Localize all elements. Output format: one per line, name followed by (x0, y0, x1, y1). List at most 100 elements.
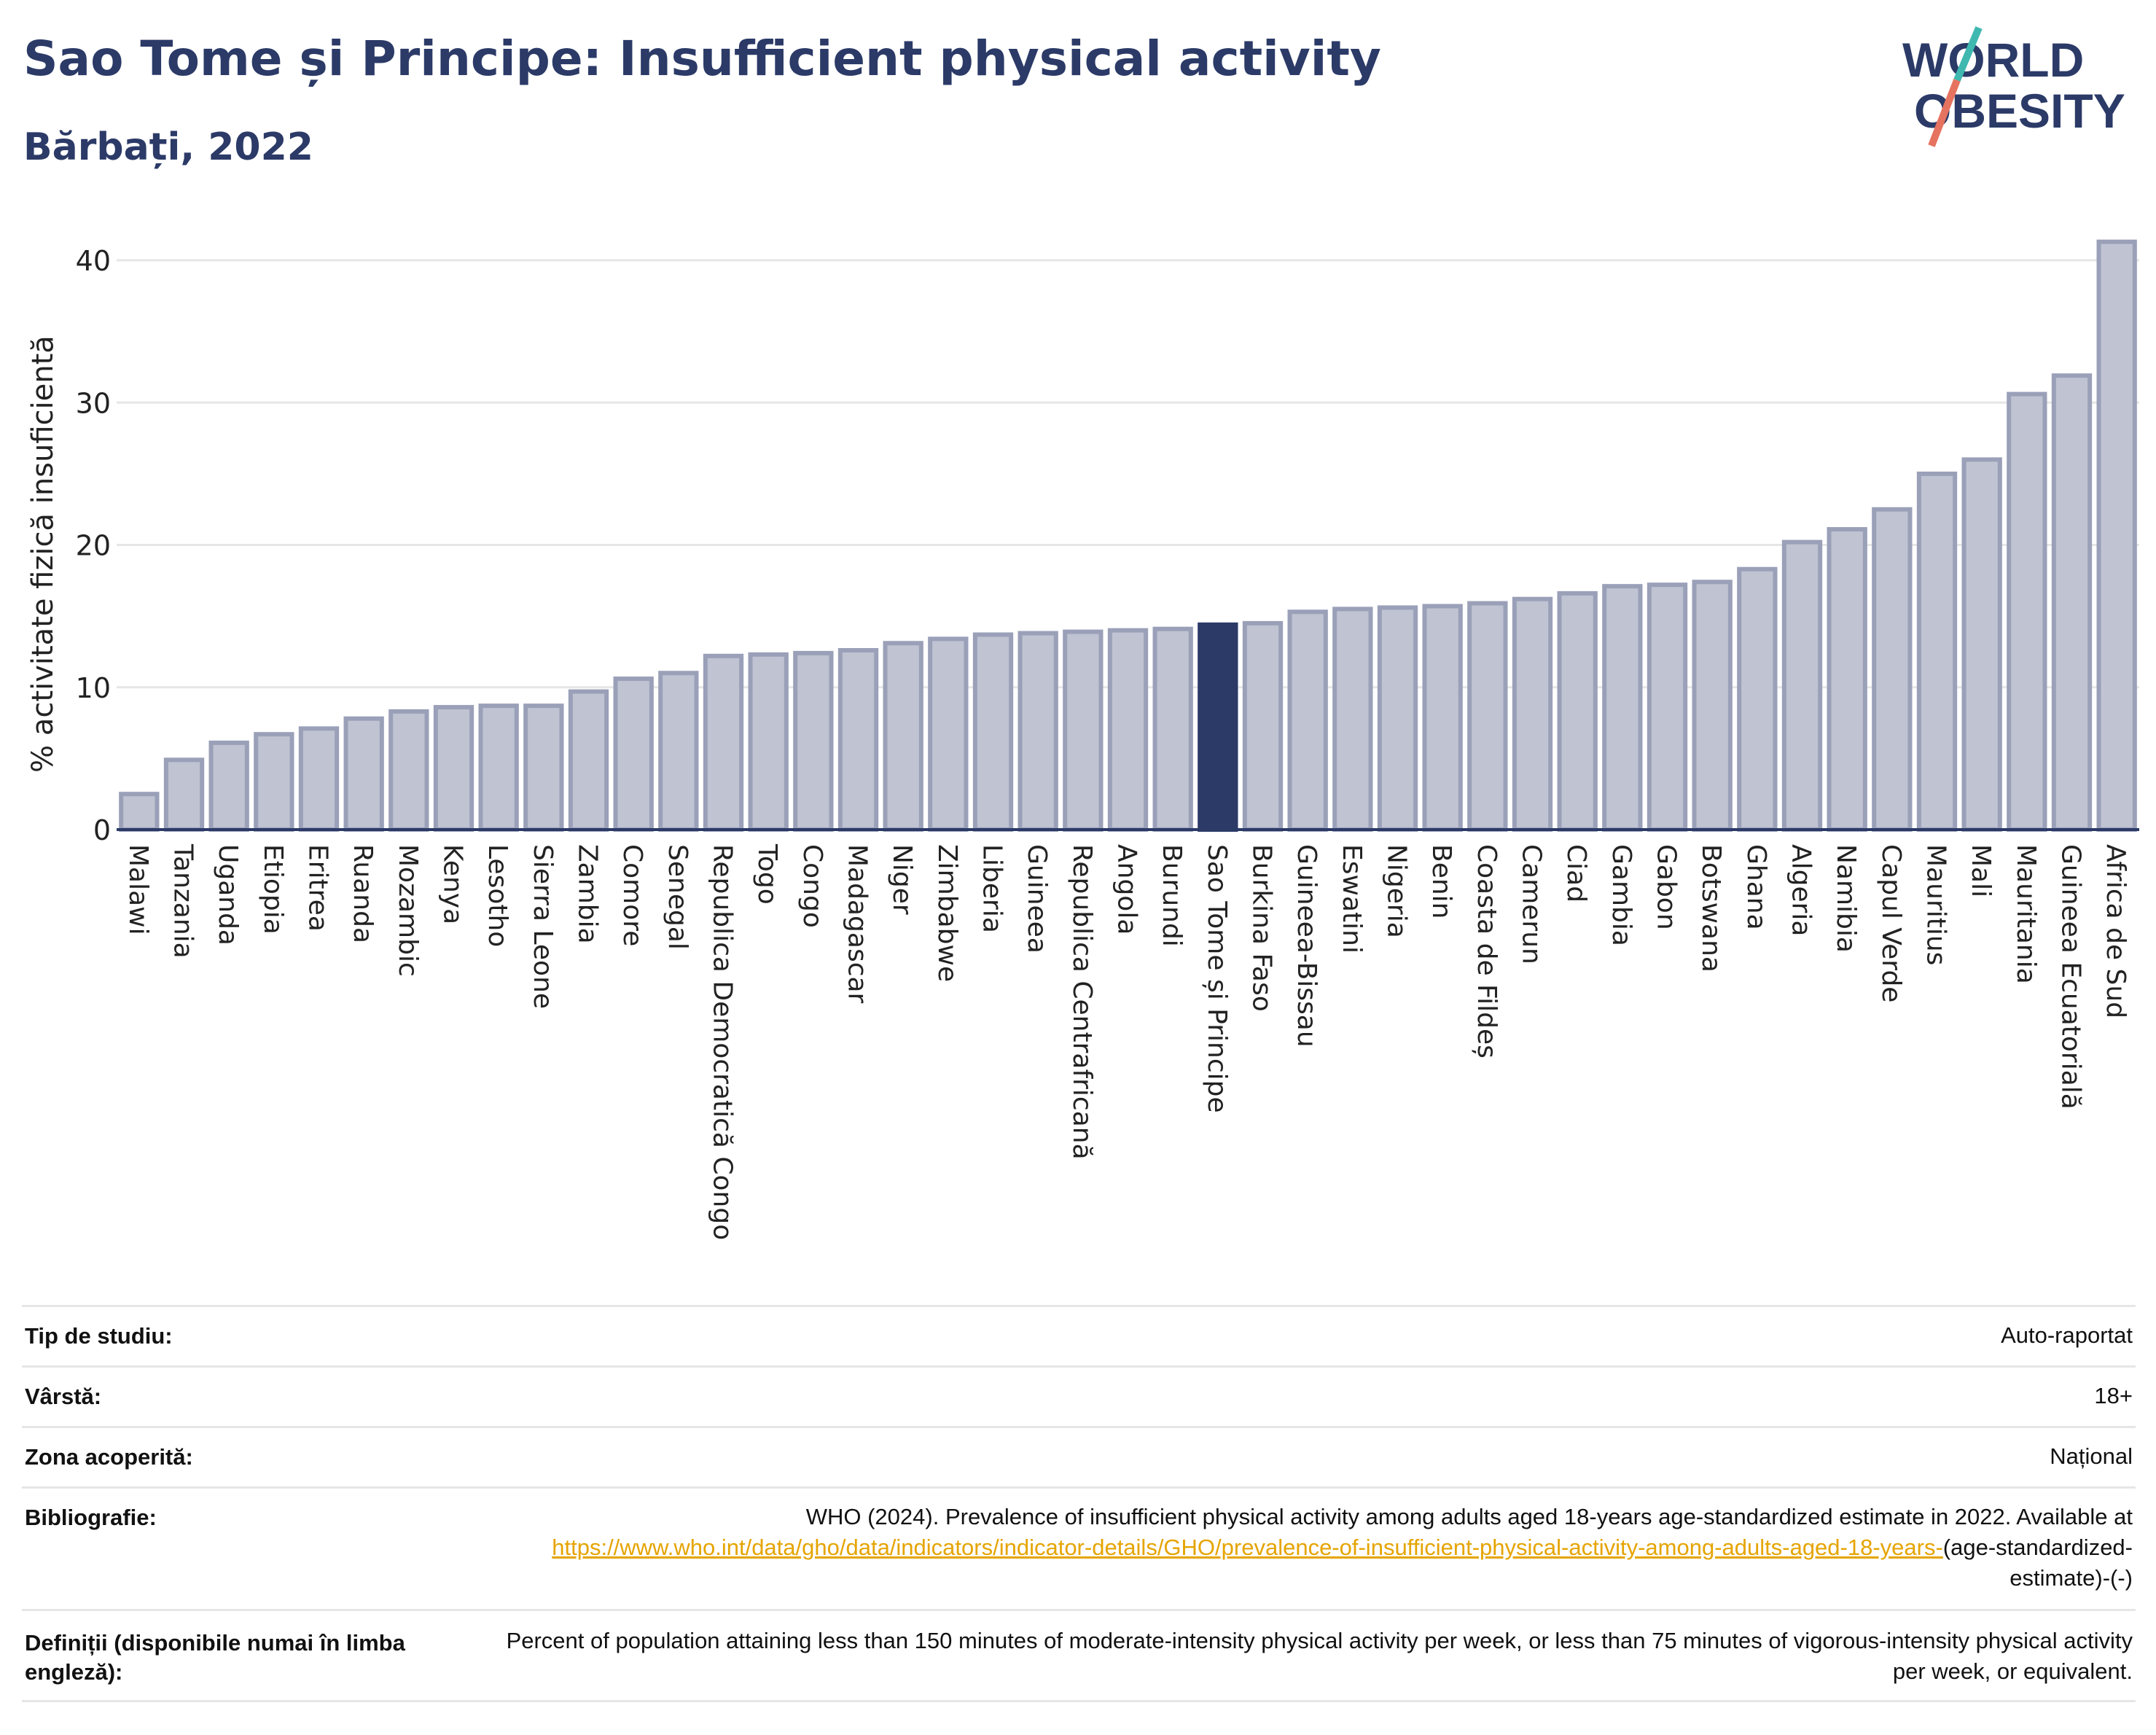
x-tick-label: Comore (617, 844, 647, 946)
bar[interactable] (298, 726, 340, 833)
bar[interactable] (208, 740, 249, 833)
x-tick-label: Zimbabwe (932, 844, 962, 982)
bar[interactable] (613, 677, 654, 832)
bar[interactable] (254, 732, 294, 833)
bar[interactable] (703, 653, 744, 832)
x-tick-label: Republica Democratică Congo (708, 844, 738, 1240)
x-tick-label: Eritrea (303, 844, 333, 932)
bar[interactable] (1737, 566, 1778, 832)
bar[interactable] (1018, 631, 1058, 832)
x-tick-label: Benin (1426, 844, 1456, 919)
bar[interactable] (883, 641, 923, 832)
x-tick-label: Guineea Ecuatorială (2056, 844, 2086, 1110)
x-tick-label: Mauritius (1921, 844, 1951, 965)
info-row-definitions: Definiții (disponibile numai în limba en… (22, 1609, 2136, 1702)
x-tick-label: Sao Tome și Principe (1202, 844, 1232, 1113)
study-type-label: Tip de studiu: (22, 1305, 480, 1367)
bar[interactable] (1602, 584, 1643, 833)
bar[interactable] (568, 689, 609, 832)
bibliography-suffix: (age-standardized-estimate)-(-) (1942, 1535, 2133, 1591)
bar[interactable] (1692, 580, 1733, 832)
bar[interactable] (433, 705, 474, 832)
bibliography-value: WHO (2024). Prevalence of insufficient p… (480, 1486, 2136, 1610)
bar[interactable] (1557, 590, 1598, 833)
bar[interactable] (119, 792, 160, 832)
bar[interactable] (793, 650, 834, 833)
age-value: 18+ (480, 1365, 2136, 1427)
bar[interactable] (1332, 607, 1373, 833)
bar[interactable] (658, 671, 699, 832)
y-tick-label: 10 (76, 672, 111, 704)
bar[interactable] (1063, 629, 1104, 832)
x-tick-label: Camerun (1517, 844, 1547, 964)
x-tick-label: Mali (1966, 844, 1996, 897)
x-tick-label: Liberia (977, 844, 1007, 933)
x-tick-label: Gabon (1652, 844, 1682, 930)
x-tick-label: Burundi (1157, 844, 1187, 947)
bar[interactable] (1961, 457, 2002, 833)
x-tick-label: Guineea-Bissau (1292, 844, 1321, 1048)
x-tick-label: Etiopia (258, 844, 288, 935)
x-tick-label: Botswana (1696, 844, 1726, 972)
x-tick-label: Mauritania (2011, 844, 2041, 984)
info-row-age: Vârstă: 18+ (22, 1365, 2136, 1427)
study-type-value: Auto-raportat (480, 1305, 2136, 1367)
y-tick-label: 30 (76, 387, 111, 419)
x-tick-label: Congo (797, 844, 827, 928)
y-axis-label: % activitate fizică insuficientă (26, 335, 60, 773)
age-label: Vârstă: (22, 1365, 480, 1427)
bar[interactable] (163, 757, 205, 833)
x-tick-label: Kenya (438, 844, 468, 924)
x-tick-label: Malawi (123, 844, 153, 935)
x-tick-label: Republica Centrafricană (1067, 844, 1097, 1160)
bar[interactable] (1377, 605, 1418, 833)
bar[interactable] (1916, 471, 1958, 833)
x-tick-label: Burkina Faso (1247, 844, 1277, 1012)
bar[interactable] (388, 709, 429, 833)
x-tick-label: Ghana (1741, 844, 1771, 930)
x-tick-label: Capul Verde (1876, 844, 1906, 1002)
bar[interactable] (1422, 604, 1463, 832)
y-tick-label: 40 (76, 245, 111, 277)
x-tick-label: Niger (887, 844, 917, 915)
bar[interactable] (1512, 596, 1553, 832)
y-tick-label: 20 (76, 530, 111, 562)
bar[interactable] (1152, 626, 1193, 832)
x-tick-label: Gambia (1606, 844, 1636, 946)
x-tick-label: Tanzania (168, 843, 198, 959)
x-tick-label: Nigeria (1382, 844, 1412, 938)
logo-line1: WORLD (1902, 33, 2084, 87)
bibliography-text: WHO (2024). Prevalence of insufficient p… (805, 1504, 2133, 1529)
x-tick-label: Coasta de Fildeș (1472, 844, 1501, 1058)
x-tick-label: Eswatini (1337, 844, 1367, 954)
bar[interactable] (1827, 527, 1867, 832)
bar[interactable] (1287, 609, 1328, 832)
bibliography-link[interactable]: https://www.who.int/data/gho/data/indica… (552, 1535, 1943, 1560)
bar[interactable] (1872, 507, 1913, 832)
bar[interactable] (972, 632, 1014, 832)
bibliography-label: Bibliografie: (22, 1486, 480, 1610)
x-tick-label: Africa de Sud (2101, 844, 2130, 1018)
bar[interactable] (837, 648, 879, 832)
x-tick-label: Namibia (1831, 844, 1861, 953)
bar[interactable] (1198, 622, 1238, 832)
chart-subtitle: Bărbați, 2022 (23, 125, 313, 169)
x-tick-label: Togo (752, 843, 782, 905)
bar[interactable] (1647, 582, 1688, 832)
bar[interactable] (928, 636, 969, 833)
bar[interactable] (1107, 628, 1149, 833)
bar[interactable] (478, 703, 519, 833)
x-tick-label: Zambia (573, 844, 603, 944)
info-row-area: Zona acoperită: Național (22, 1426, 2136, 1488)
bar[interactable] (523, 703, 564, 833)
x-tick-label: Uganda (213, 844, 243, 946)
bar[interactable] (748, 652, 789, 832)
bar[interactable] (1467, 601, 1508, 832)
bar[interactable] (1242, 620, 1284, 833)
bar[interactable] (2007, 391, 2047, 832)
bar[interactable] (1781, 539, 1823, 832)
bar[interactable] (2051, 373, 2093, 832)
bar[interactable] (2096, 239, 2137, 832)
bar[interactable] (343, 716, 384, 833)
x-tick-label: Guineea (1022, 844, 1052, 954)
